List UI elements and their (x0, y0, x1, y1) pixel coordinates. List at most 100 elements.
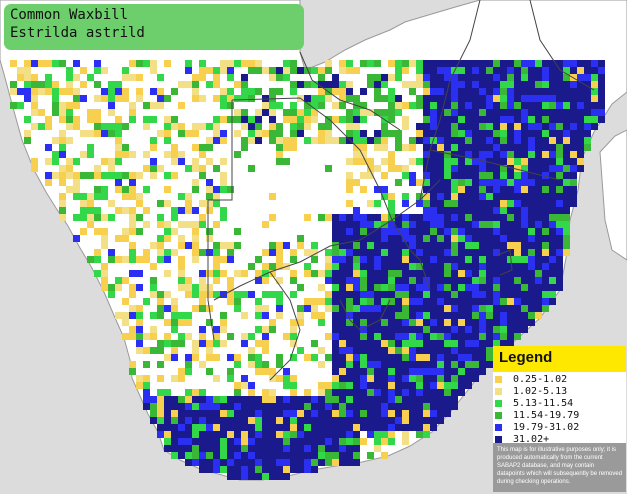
grid-cell (381, 228, 388, 235)
grid-cell (31, 109, 38, 116)
grid-cell (206, 67, 213, 74)
grid-cell (451, 242, 458, 249)
grid-cell (563, 228, 570, 235)
grid-cell (570, 158, 577, 165)
grid-cell (416, 95, 423, 102)
grid-cell (164, 95, 171, 102)
grid-cell (339, 228, 346, 235)
grid-cell (535, 67, 542, 74)
grid-cell (332, 256, 339, 263)
grid-cell (416, 424, 423, 431)
grid-cell (507, 235, 514, 242)
grid-cell (437, 305, 444, 312)
grid-cell (360, 242, 367, 249)
grid-cell (542, 186, 549, 193)
grid-cell (479, 193, 486, 200)
grid-cell (206, 144, 213, 151)
grid-cell (346, 326, 353, 333)
grid-cell (241, 109, 248, 116)
grid-cell (213, 242, 220, 249)
grid-cell (542, 123, 549, 130)
grid-cell (94, 165, 101, 172)
grid-cell (178, 256, 185, 263)
grid-cell (451, 389, 458, 396)
grid-cell (388, 396, 395, 403)
grid-cell (101, 158, 108, 165)
grid-cell (122, 123, 129, 130)
grid-cell (549, 144, 556, 151)
grid-cell (514, 263, 521, 270)
grid-cell (402, 333, 409, 340)
grid-cell (451, 74, 458, 81)
grid-cell (332, 459, 339, 466)
grid-cell (479, 60, 486, 67)
grid-cell (374, 81, 381, 88)
grid-cell (311, 242, 318, 249)
grid-cell (213, 263, 220, 270)
grid-cell (206, 340, 213, 347)
grid-cell (346, 263, 353, 270)
grid-cell (283, 109, 290, 116)
grid-cell (339, 452, 346, 459)
grid-cell (472, 207, 479, 214)
grid-cell (395, 403, 402, 410)
grid-cell (171, 312, 178, 319)
grid-cell (584, 102, 591, 109)
grid-cell (311, 452, 318, 459)
grid-cell (269, 431, 276, 438)
grid-cell (451, 214, 458, 221)
grid-cell (451, 200, 458, 207)
grid-cell (59, 60, 66, 67)
grid-cell (143, 256, 150, 263)
grid-cell (143, 116, 150, 123)
grid-cell (269, 403, 276, 410)
grid-cell (262, 326, 269, 333)
grid-cell (206, 410, 213, 417)
grid-cell (178, 270, 185, 277)
grid-cell (318, 312, 325, 319)
grid-cell (451, 298, 458, 305)
grid-cell (262, 410, 269, 417)
grid-cell (213, 123, 220, 130)
grid-cell (304, 466, 311, 473)
grid-cell (423, 361, 430, 368)
grid-cell (311, 396, 318, 403)
grid-cell (332, 431, 339, 438)
grid-cell (437, 312, 444, 319)
grid-cell (437, 291, 444, 298)
grid-cell (402, 228, 409, 235)
grid-cell (367, 263, 374, 270)
grid-cell (500, 305, 507, 312)
grid-cell (395, 424, 402, 431)
grid-cell (395, 179, 402, 186)
grid-cell (458, 228, 465, 235)
grid-cell (416, 277, 423, 284)
grid-cell (178, 410, 185, 417)
grid-cell (374, 263, 381, 270)
grid-cell (255, 340, 262, 347)
grid-cell (374, 417, 381, 424)
grid-cell (423, 95, 430, 102)
grid-cell (318, 298, 325, 305)
grid-cell (577, 88, 584, 95)
grid-cell (178, 333, 185, 340)
grid-cell (129, 214, 136, 221)
grid-cell (493, 305, 500, 312)
grid-cell (206, 235, 213, 242)
grid-cell (164, 319, 171, 326)
grid-cell (206, 291, 213, 298)
grid-cell (150, 137, 157, 144)
grid-cell (108, 109, 115, 116)
grid-cell (430, 305, 437, 312)
grid-cell (325, 305, 332, 312)
grid-cell (283, 466, 290, 473)
grid-cell (31, 102, 38, 109)
grid-cell (521, 151, 528, 158)
grid-cell (332, 221, 339, 228)
grid-cell (381, 382, 388, 389)
grid-cell (297, 109, 304, 116)
grid-cell (479, 263, 486, 270)
grid-cell (367, 305, 374, 312)
grid-cell (206, 354, 213, 361)
grid-cell (171, 375, 178, 382)
